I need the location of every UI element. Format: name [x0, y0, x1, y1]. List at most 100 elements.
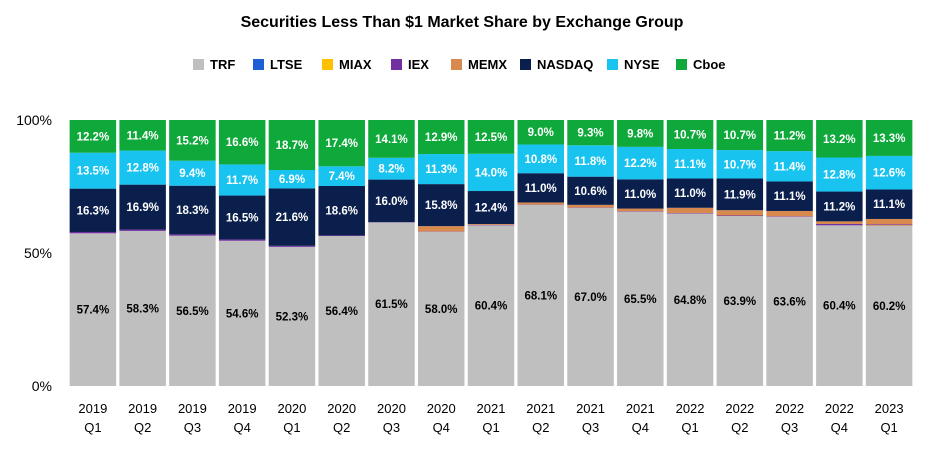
bar-nyse-2019-q2 — [119, 150, 166, 185]
data-label-nyse-2020-q4: 11.3% — [425, 164, 457, 176]
bar-nasdaq-2021-q4 — [617, 179, 664, 209]
legend-label-trf: TRF — [210, 57, 235, 72]
bar-group-2022-q3 — [766, 120, 813, 386]
bar-iex-2019-q1 — [69, 231, 117, 234]
x-tick-year-2021-q1: 2021 — [477, 401, 506, 416]
bar-cboe-2019-q1 — [69, 120, 117, 153]
x-tick-year-2019-q1: 2019 — [78, 401, 107, 416]
data-label-nasdaq-2022-q4: 11.2% — [823, 201, 855, 213]
x-tick-quarter-2019-q4: Q4 — [234, 420, 251, 435]
bar-cboe-2020-q4 — [417, 120, 465, 155]
x-tick-quarter-2019-q2: Q2 — [134, 420, 151, 435]
bar-memx-2020-q4 — [417, 226, 465, 232]
bar-iex-2019-q3 — [169, 234, 216, 236]
data-label-trf-2019-q4: 54.6% — [226, 308, 259, 320]
data-label-trf-2019-q2: 58.3% — [126, 303, 159, 315]
bars — [69, 120, 913, 386]
chart-title: Securities Less Than $1 Market Share by … — [241, 14, 684, 31]
bar-trf-2022-q2 — [716, 216, 764, 386]
bar-nyse-2022-q4 — [816, 157, 863, 192]
bar-iex-2022-q1 — [666, 213, 714, 214]
data-label-cboe-2019-q4: 16.6% — [226, 137, 259, 149]
bar-group-2019-q1 — [69, 120, 117, 386]
bar-trf-2020-q4 — [417, 231, 465, 386]
bar-iex-2022-q4 — [816, 224, 863, 226]
x-tick-year-2022-q1: 2022 — [676, 401, 705, 416]
bar-nyse-2023-q1 — [865, 155, 913, 190]
x-tick-year-2022-q3: 2022 — [775, 401, 804, 416]
data-label-trf-2020-q4: 58.0% — [425, 304, 458, 316]
legend-swatch-nyse — [607, 59, 618, 70]
bar-trf-2021-q4 — [617, 211, 664, 386]
data-label-trf-2022-q4: 60.4% — [823, 301, 856, 313]
data-label-cboe-2020-q4: 12.9% — [425, 132, 458, 144]
x-tick-year-2023-q1: 2023 — [875, 401, 904, 416]
data-label-trf-2019-q1: 57.4% — [77, 305, 110, 317]
legend-label-iex: IEX — [408, 57, 429, 72]
data-label-cboe-2021-q1: 12.5% — [475, 132, 508, 144]
legend-label-memx: MEMX — [468, 57, 507, 72]
data-label-trf-2022-q1: 64.8% — [674, 295, 707, 307]
data-label-nasdaq-2022-q1: 11.0% — [674, 188, 706, 200]
data-label-nyse-2021-q1: 14.0% — [475, 167, 508, 179]
bar-nyse-2021-q3 — [567, 145, 614, 177]
data-label-nyse-2022-q1: 11.1% — [674, 159, 706, 171]
bar-nyse-2021-q1 — [467, 153, 515, 192]
bar-nasdaq-2019-q4 — [218, 195, 266, 240]
bar-cboe-2021-q1 — [467, 120, 515, 154]
x-tick-quarter-2019-q3: Q3 — [184, 420, 201, 435]
data-label-cboe-2022-q2: 10.7% — [724, 130, 757, 142]
data-label-nasdaq-2020-q4: 15.8% — [425, 200, 458, 212]
bar-memx-2021-q1 — [467, 224, 515, 225]
bar-nasdaq-2023-q1 — [865, 189, 913, 219]
legend-item-nasdaq: NASDAQ — [520, 57, 593, 72]
data-label-trf-2021-q2: 68.1% — [524, 290, 557, 302]
legend-item-iex: IEX — [391, 57, 429, 72]
data-label-trf-2021-q4: 65.5% — [624, 294, 657, 306]
bar-memx-2021-q3 — [567, 204, 614, 208]
legend-label-miax: MIAX — [339, 57, 372, 72]
bar-group-2020-q4 — [417, 120, 465, 386]
bar-cboe-2022-q2 — [716, 120, 764, 151]
bar-iex-2023-q1 — [865, 224, 913, 226]
legend-swatch-iex — [391, 59, 402, 70]
data-label-nyse-2022-q3: 11.4% — [774, 161, 806, 173]
legend-item-memx: MEMX — [451, 57, 507, 72]
legend-item-cboe: Cboe — [676, 57, 726, 72]
bar-group-2019-q3 — [169, 120, 216, 386]
bar-nasdaq-2019-q2 — [119, 184, 166, 230]
bar-cboe-2022-q3 — [766, 120, 813, 152]
data-label-nyse-2019-q4: 11.7% — [226, 175, 258, 187]
bar-nasdaq-2022-q1 — [666, 178, 714, 208]
data-label-trf-2022-q2: 63.9% — [724, 296, 757, 308]
bar-nyse-2021-q2 — [517, 144, 565, 174]
data-label-nyse-2019-q3: 9.4% — [179, 168, 205, 180]
y-axis: 0% 50% 100% — [16, 112, 52, 394]
data-label-nyse-2021-q3: 11.8% — [575, 156, 607, 168]
data-label-nasdaq-2021-q4: 11.0% — [624, 189, 656, 201]
data-label-cboe-2022-q4: 13.2% — [823, 134, 856, 146]
data-label-nasdaq-2019-q3: 18.3% — [176, 205, 209, 217]
data-label-cboe-2019-q3: 15.2% — [176, 135, 209, 147]
data-label-nyse-2022-q2: 10.7% — [724, 159, 757, 171]
bar-trf-2019-q4 — [218, 240, 266, 386]
legend-swatch-trf — [193, 59, 204, 70]
bar-cboe-2021-q3 — [567, 120, 614, 146]
x-tick-quarter-2021-q3: Q3 — [582, 420, 599, 435]
bar-iex-2021-q4 — [617, 211, 664, 212]
legend-item-ltse: LTSE — [253, 57, 303, 72]
x-tick-quarter-2022-q2: Q2 — [731, 420, 748, 435]
bar-group-2020-q3 — [368, 120, 415, 386]
bar-nyse-2019-q3 — [169, 160, 216, 186]
bar-nyse-2021-q4 — [617, 146, 664, 180]
bar-trf-2021-q3 — [567, 207, 614, 386]
bar-nasdaq-2020-q1 — [268, 188, 316, 246]
bar-nasdaq-2022-q4 — [816, 191, 863, 222]
legend-label-cboe: Cboe — [693, 57, 726, 72]
data-label-nasdaq-2022-q3: 11.1% — [774, 191, 806, 203]
x-tick-quarter-2023-q1: Q1 — [880, 420, 897, 435]
bar-nyse-2022-q1 — [666, 148, 714, 179]
bar-nyse-2020-q3 — [368, 157, 415, 180]
